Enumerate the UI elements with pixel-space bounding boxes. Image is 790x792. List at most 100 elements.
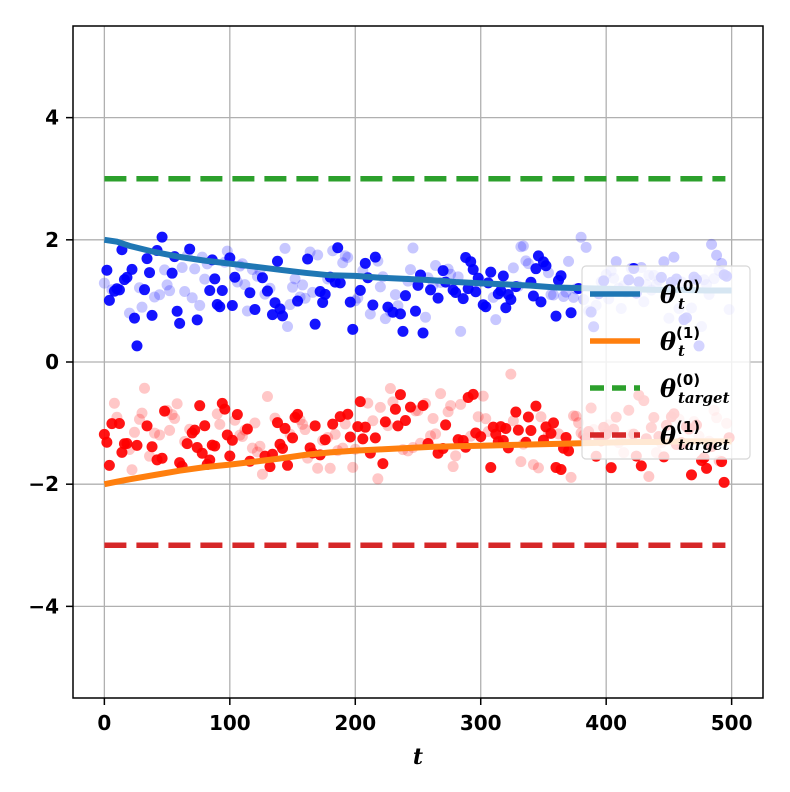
- obs0-point-63: [256, 272, 268, 284]
- obs1-point-139: [447, 461, 459, 473]
- tick-labels: 0 100 200 300 400 500 −4 −2 0 2 4: [28, 106, 752, 735]
- obs1-point-38: [194, 400, 206, 412]
- obs1-point-23: [156, 452, 168, 464]
- obs1-point-59: [246, 442, 258, 454]
- obs0-point-81: [302, 253, 314, 265]
- obs0-point-2: [103, 294, 115, 306]
- obs1-point-7: [116, 446, 128, 458]
- obs1-point-14: [133, 413, 145, 425]
- obs1-point-17: [141, 420, 153, 432]
- obs1-point-96: [339, 418, 351, 430]
- obs0-point-93: [332, 242, 344, 254]
- x-tick-label-1: 100: [209, 711, 251, 735]
- obs0-point-154: [485, 266, 497, 278]
- obs0-point-27: [166, 267, 178, 279]
- obs0-point-104: [359, 257, 371, 269]
- obs1-point-185: [563, 445, 575, 457]
- ticks: [66, 116, 733, 705]
- x-tick-label-4: 400: [585, 711, 627, 735]
- obs1-point-178: [545, 427, 557, 439]
- legend-sup-target0: (0): [676, 371, 700, 389]
- obs1-point-173: [532, 462, 544, 474]
- obs1-point-2: [103, 459, 115, 471]
- obs1-point-122: [404, 401, 416, 413]
- obs0-point-18: [144, 267, 156, 279]
- obs0-point-112: [379, 313, 391, 325]
- obs1-point-42: [204, 454, 216, 466]
- obs1-point-77: [292, 408, 304, 420]
- obs1-point-163: [507, 415, 519, 427]
- x-tick-label-0: 0: [97, 711, 111, 735]
- obs0-point-120: [399, 290, 411, 302]
- obs1-point-184: [560, 431, 572, 443]
- obs1-point-110: [374, 401, 386, 413]
- obs1-point-98: [344, 431, 356, 443]
- obs0-point-160: [500, 302, 512, 314]
- obs0-point-192: [580, 241, 592, 253]
- obs0-point-78: [294, 291, 306, 303]
- obs1-point-63: [256, 468, 268, 480]
- obs1-point-132: [430, 428, 442, 440]
- obs0-point-60: [249, 303, 261, 315]
- legend-symbol-target0: θ: [660, 374, 676, 403]
- obs0-point-244: [711, 249, 723, 261]
- obs1-point-65: [261, 390, 273, 402]
- obs1-point-116: [389, 403, 401, 415]
- obs1-point-138: [445, 400, 457, 412]
- obs0-point-128: [420, 311, 432, 323]
- obs1-point-142: [455, 398, 467, 410]
- obs0-point-176: [540, 260, 552, 272]
- obs1-point-130: [425, 430, 437, 442]
- obs1-point-28: [169, 412, 181, 424]
- obs0-point-77: [292, 295, 304, 307]
- legend-sup-target1: (1): [676, 418, 700, 436]
- obs0-point-47: [216, 284, 228, 296]
- obs1-point-26: [164, 424, 176, 436]
- obs1-point-151: [477, 390, 489, 402]
- obs0-point-125: [412, 279, 424, 291]
- obs0-point-100: [349, 295, 361, 307]
- obs0-point-29: [171, 305, 183, 317]
- obs1-point-179: [547, 417, 559, 429]
- obs1-point-131: [427, 412, 439, 424]
- obs1-point-4: [108, 397, 120, 409]
- obs1-point-171: [527, 459, 539, 471]
- obs1-point-127: [417, 400, 429, 412]
- obs1-point-69: [271, 417, 283, 429]
- obs0-point-15: [136, 301, 148, 313]
- obs1-point-88: [319, 434, 331, 446]
- obs1-point-72: [279, 422, 291, 434]
- obs0-point-19: [146, 309, 158, 321]
- obs0-point-94: [334, 277, 346, 289]
- x-tick-label-2: 200: [334, 711, 376, 735]
- obs0-point-76: [289, 273, 301, 285]
- obs1-point-128: [420, 397, 432, 409]
- obs1-point-39: [196, 447, 208, 459]
- obs1-point-109: [372, 473, 384, 485]
- obs1-point-62: [254, 440, 266, 452]
- obs0-point-163: [507, 262, 519, 274]
- legend-sub-target1: target: [678, 436, 730, 454]
- y-tick-label-4: 4: [45, 106, 59, 130]
- obs0-point-130: [425, 284, 437, 296]
- obs0-point-182: [555, 270, 567, 282]
- obs1-point-165: [512, 424, 524, 436]
- obs0-point-116: [389, 289, 401, 301]
- obs1-point-111: [377, 458, 389, 470]
- obs0-point-186: [565, 307, 577, 319]
- obs0-point-22: [154, 289, 166, 301]
- obs1-point-172: [530, 400, 542, 412]
- obs0-point-172: [530, 263, 542, 275]
- obs1-point-240: [701, 462, 713, 474]
- obs0-point-143: [457, 293, 469, 305]
- obs0-point-46: [214, 301, 226, 313]
- obs1-point-189: [573, 417, 585, 429]
- obs0-point-31: [176, 261, 188, 273]
- obs0-point-25: [161, 279, 173, 291]
- obs0-point-32: [179, 286, 191, 298]
- obs1-point-33: [181, 438, 193, 450]
- obs0-point-79: [297, 279, 309, 291]
- obs0-point-109: [372, 255, 384, 267]
- legend-sup-theta0: (0): [676, 277, 700, 295]
- obs0-point-65: [261, 285, 273, 297]
